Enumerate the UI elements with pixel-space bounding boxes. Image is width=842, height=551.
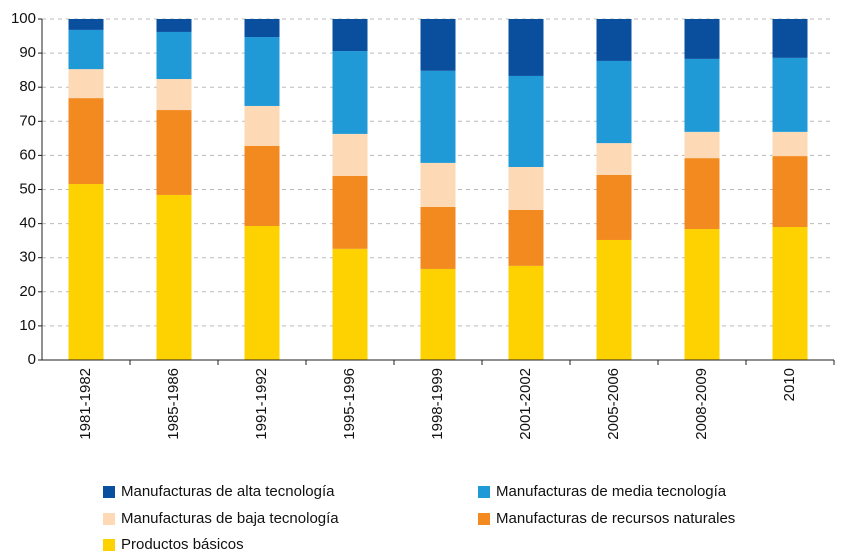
x-tick-label: 2001-2002 (517, 368, 534, 440)
bar-segment (772, 227, 808, 360)
bar-segment (68, 29, 104, 70)
legend-swatch (103, 513, 115, 525)
y-tick-label: 30 (19, 249, 36, 266)
bar-segment (244, 105, 280, 146)
legend-label: Productos básicos (121, 536, 244, 551)
bar-segment (508, 209, 544, 266)
bar-segment (156, 31, 192, 80)
bar-segment (420, 162, 456, 207)
legend-label: Manufacturas de recursos naturales (496, 510, 735, 527)
bar-segment (772, 156, 808, 228)
bar-segment (156, 194, 192, 360)
bar-segment (508, 265, 544, 360)
legend-label: Manufacturas de alta tecnología (121, 483, 335, 500)
legend-label: Manufacturas de media tecnología (496, 483, 727, 500)
bar-segment (596, 239, 632, 360)
bar-segment (332, 19, 368, 52)
bar-segment (68, 98, 104, 185)
bar-segment (156, 110, 192, 195)
x-tick-label: 1985-1986 (165, 368, 182, 440)
bar-segment (332, 51, 368, 134)
legend-swatch (103, 539, 115, 551)
y-tick-label: 50 (19, 180, 36, 197)
bar-segment (420, 19, 456, 71)
legend-swatch (103, 486, 115, 498)
bar-segment (596, 19, 632, 61)
x-tick-label: 2005-2006 (605, 368, 622, 440)
bar-segment (420, 70, 456, 163)
bar-segment (332, 175, 368, 249)
bar-segment (772, 57, 808, 132)
bar-segment (244, 19, 280, 38)
y-tick-label: 100 (11, 10, 36, 27)
bar-segment (772, 19, 808, 58)
bar-segment (508, 19, 544, 76)
x-tick-label: 2010 (781, 368, 798, 401)
bar-segment (596, 143, 632, 175)
y-tick-label: 70 (19, 112, 36, 129)
bar-segment (156, 79, 192, 111)
y-tick-label: 40 (19, 215, 36, 232)
y-tick-label: 0 (28, 351, 36, 368)
y-tick-label: 90 (19, 44, 36, 61)
bar-segment (244, 145, 280, 226)
bar-segment (332, 248, 368, 360)
bar-segment (508, 166, 544, 210)
y-tick-label: 20 (19, 283, 36, 300)
y-tick-label: 80 (19, 78, 36, 95)
y-tick-label: 60 (19, 146, 36, 163)
bar-segment (596, 60, 632, 144)
bar-segment (244, 225, 280, 360)
bar-segment (156, 19, 192, 32)
bar-segment (684, 19, 720, 59)
bar-segment (68, 69, 104, 99)
bar-segment (684, 158, 720, 230)
legend-label: Manufacturas de baja tecnología (121, 510, 339, 527)
bar-segment (684, 58, 720, 132)
x-tick-label: 1995-1996 (341, 368, 358, 440)
legend-swatch (478, 486, 490, 498)
bar-segment (420, 206, 456, 269)
x-tick-label: 1991-1992 (253, 368, 270, 440)
bar-segment (68, 19, 104, 30)
bar-segment (684, 131, 720, 159)
bar-segment (68, 184, 104, 360)
bar-segment (508, 75, 544, 167)
bar-segment (772, 131, 808, 157)
bar-segment (596, 174, 632, 240)
x-tick-label: 1998-1999 (429, 368, 446, 440)
x-tick-label: 1981-1982 (77, 368, 94, 440)
x-tick-label: 2008-2009 (693, 368, 710, 440)
bar-segment (684, 229, 720, 360)
y-tick-label: 10 (19, 317, 36, 334)
bar-segment (420, 268, 456, 360)
bar-segment (244, 37, 280, 106)
legend-swatch (478, 513, 490, 525)
bar-segment (332, 133, 368, 176)
